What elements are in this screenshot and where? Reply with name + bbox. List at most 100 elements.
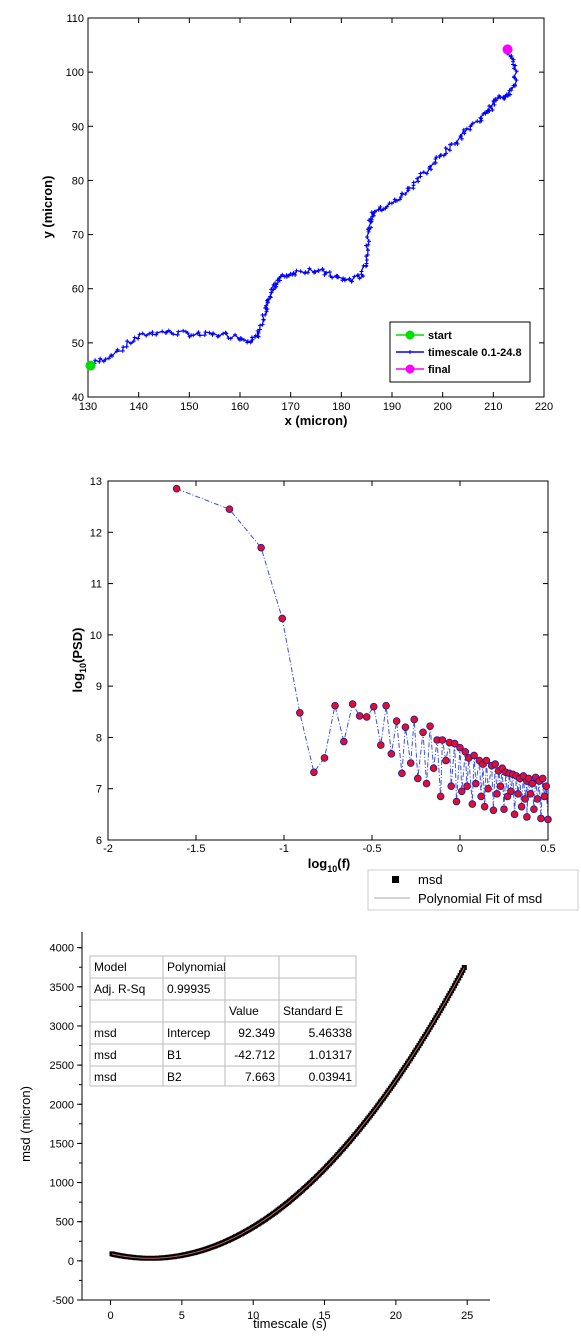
y-tick-label: 110 bbox=[66, 13, 84, 25]
y-tick-label: 500 bbox=[56, 1217, 74, 1229]
psd-point bbox=[369, 702, 378, 711]
psd-point bbox=[491, 760, 500, 768]
trajectory-point bbox=[120, 348, 125, 353]
table-cell: B2 bbox=[167, 1070, 182, 1084]
x-tick-label: 0 bbox=[107, 1310, 113, 1322]
endpoint-markers bbox=[85, 44, 513, 371]
trajectory-point bbox=[441, 153, 446, 158]
trajectory-point bbox=[492, 102, 497, 107]
trajectory-point bbox=[403, 192, 408, 197]
fit-table: Model Polynomial Adj. R-Sq 0.99935 Value Stan… bbox=[89, 955, 357, 1087]
trajectory-point bbox=[291, 270, 296, 275]
trajectory-point bbox=[357, 276, 362, 281]
trajectory-point bbox=[93, 358, 98, 363]
trajectory-point bbox=[359, 269, 364, 274]
trajectory-point bbox=[131, 339, 136, 344]
trajectory-point bbox=[514, 78, 519, 83]
table-cell: msd bbox=[94, 1048, 117, 1062]
y-tick-label: 2500 bbox=[50, 1060, 74, 1072]
trajectory-point bbox=[110, 354, 115, 359]
trajectory-point bbox=[406, 185, 411, 190]
trajectory-point bbox=[443, 146, 448, 151]
trajectory-point bbox=[137, 332, 142, 337]
legend-label: timescale 0.1-24.8 bbox=[428, 347, 522, 359]
legend-marker bbox=[408, 350, 412, 354]
trajectory-point bbox=[497, 93, 502, 98]
trajectory-point bbox=[124, 344, 129, 349]
x-tick-label: 0.5 bbox=[540, 843, 555, 855]
y-tick-label: 90 bbox=[72, 121, 84, 133]
trajectory-point bbox=[428, 167, 433, 172]
trajectory-point bbox=[166, 328, 171, 333]
y-tick-label: 2000 bbox=[50, 1099, 74, 1111]
y-tick-label: 3000 bbox=[50, 1021, 74, 1033]
y-tick-label: 40 bbox=[72, 392, 84, 404]
y-tick-label: 3500 bbox=[50, 982, 74, 994]
trajectory-point bbox=[512, 82, 517, 87]
trajectory-point bbox=[171, 332, 176, 337]
trajectory-point bbox=[342, 278, 347, 283]
psd-point bbox=[500, 805, 508, 814]
x-tick-label: 20 bbox=[390, 1310, 402, 1322]
trajectory-point bbox=[294, 268, 299, 273]
x-tick-label: -0.5 bbox=[363, 843, 382, 855]
trajectory-point bbox=[106, 356, 111, 361]
psd-point bbox=[447, 782, 456, 790]
trajectory-point bbox=[447, 148, 452, 153]
psd-point bbox=[355, 712, 364, 720]
msd-chart: 0 5 10 15 20 25 -500 0 500 1000 1500 2000 2500 3000 35… bbox=[18, 869, 579, 1331]
psd-point bbox=[542, 782, 551, 790]
axes: 0 5 10 15 20 25 -500 0 500 1000 1500 2000 2500 3000 35… bbox=[50, 932, 490, 1322]
psd-point bbox=[331, 701, 339, 710]
x-tick-label: -1 bbox=[279, 843, 289, 855]
legend-marker bbox=[405, 330, 415, 340]
plot-frame bbox=[107, 480, 549, 841]
trajectory-point bbox=[366, 242, 371, 247]
trajectory-point bbox=[488, 104, 493, 109]
trajectory-point bbox=[181, 328, 186, 333]
trajectory-point bbox=[416, 179, 421, 184]
trajectory-point bbox=[503, 94, 508, 99]
trajectory-point bbox=[464, 126, 469, 131]
trajectory-point bbox=[364, 261, 369, 266]
trajectory-point bbox=[191, 333, 196, 338]
x-tick-label: 10 bbox=[247, 1310, 259, 1322]
table-cell: Adj. R-Sq bbox=[94, 982, 145, 996]
trajectory-point bbox=[369, 217, 374, 222]
trajectory-point bbox=[428, 164, 433, 169]
trajectory-point bbox=[397, 197, 402, 202]
trajectory-point bbox=[433, 160, 438, 165]
x-tick-label: 150 bbox=[180, 401, 198, 413]
trajectory-point bbox=[392, 197, 397, 202]
trajectory-point bbox=[418, 171, 423, 176]
psd-point bbox=[540, 792, 549, 801]
psd-point bbox=[461, 747, 470, 756]
y-tick-label: 1000 bbox=[50, 1178, 74, 1190]
msd-points bbox=[109, 965, 467, 1261]
legend-label: Polynomial Fit of msd bbox=[418, 891, 542, 906]
legend-label: start bbox=[428, 330, 452, 342]
trajectory-point bbox=[415, 176, 420, 181]
psd-point bbox=[503, 792, 512, 801]
y-tick-label: 10 bbox=[90, 630, 102, 642]
psd-point bbox=[410, 715, 419, 724]
trajectory-point bbox=[470, 121, 475, 126]
psd-point bbox=[382, 701, 390, 710]
trajectory-point bbox=[147, 331, 152, 336]
trajectory-point bbox=[398, 195, 403, 200]
trajectory-point bbox=[175, 332, 180, 337]
x-axis-label: x (micron) bbox=[285, 413, 348, 428]
trajectory-point bbox=[128, 341, 133, 346]
trajectory-point bbox=[424, 171, 429, 176]
trajectory-point bbox=[261, 317, 266, 322]
table-cell: 1.01317 bbox=[309, 1048, 353, 1062]
x-tick-label: 170 bbox=[281, 401, 299, 413]
y-tick-label: 13 bbox=[90, 476, 102, 488]
trajectory-point bbox=[327, 270, 332, 275]
psd-point bbox=[544, 815, 552, 824]
trajectory-point bbox=[368, 225, 373, 230]
trajectory-point bbox=[264, 309, 269, 314]
y-tick-label: -500 bbox=[52, 1295, 74, 1307]
x-tick-label: -1.5 bbox=[187, 843, 206, 855]
psd-point bbox=[422, 779, 431, 788]
